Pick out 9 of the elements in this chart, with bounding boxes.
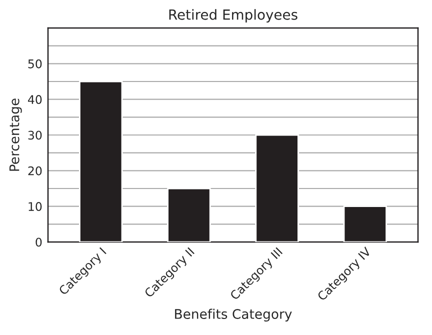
y-axis-title: Percentage [10, 98, 22, 171]
y-tick-label: 40 [28, 95, 42, 104]
y-tick-label: 20 [28, 166, 42, 176]
x-axis-title: Benefits Category [175, 308, 292, 322]
y-tick-label: 50 [28, 59, 42, 68]
y-tick-label: 10 [28, 202, 42, 211]
y-tick-label: 30 [28, 130, 42, 140]
y-tick-label: 0 [36, 238, 42, 247]
chart-title: Retired Employees [169, 9, 298, 23]
